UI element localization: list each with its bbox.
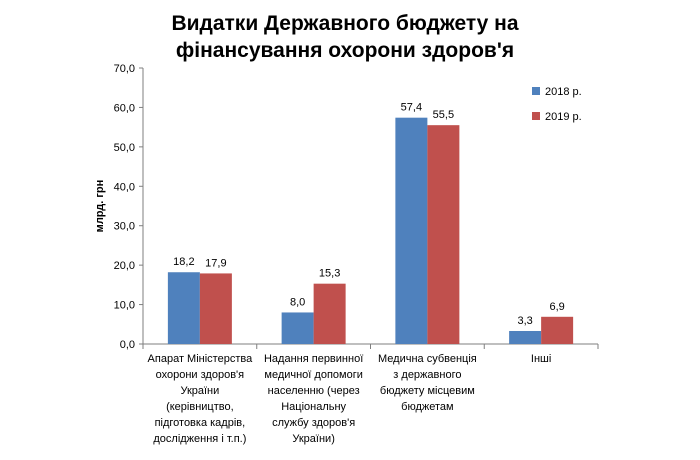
y-tick-label: 20,0 — [114, 260, 135, 272]
y-tick-label: 40,0 — [114, 181, 135, 193]
x-category-label-line: медичної допомоги — [264, 369, 362, 381]
plot-area: 0,0 10,0 20,0 30,0 40,0 50,0 60,0 70,0 18,2 8,0 57… — [114, 63, 599, 445]
x-category-label-line: охорони здоров'я — [156, 369, 245, 381]
x-category-label: Інші — [531, 353, 551, 365]
y-tick-label: 10,0 — [114, 300, 135, 312]
x-category-label-line: Надання первинної — [264, 353, 363, 365]
bar — [199, 273, 232, 344]
legend: 2018 р. 2019 р. — [532, 86, 582, 123]
legend-label: 2018 р. — [545, 86, 582, 98]
x-category-label-line: (керівництво, — [166, 401, 234, 413]
data-label: 55,5 — [433, 109, 454, 121]
chart-title-line-2: фінансування охорони здоров'я — [176, 39, 514, 62]
bar — [427, 125, 460, 345]
data-label: 57,4 — [401, 102, 422, 114]
chart-title-line-1: Видатки Державного бюджету на — [171, 12, 518, 35]
x-category-label: Апарат Міністерства охорони здоров'я Украї… — [148, 353, 254, 445]
y-tick-label: 0,0 — [120, 339, 135, 351]
data-label: 15,3 — [319, 268, 340, 280]
x-category-label-line: бюджету місцевим — [380, 385, 475, 397]
bar — [167, 272, 200, 344]
x-category-label-line: бюджетам — [401, 401, 453, 413]
y-tick-label: 30,0 — [114, 221, 135, 233]
y-tick-label: 60,0 — [114, 102, 135, 114]
x-category-label-line: України — [180, 385, 219, 397]
x-category-label: Надання первинної медичної допомоги населе… — [264, 353, 363, 445]
data-label: 3,3 — [517, 315, 532, 327]
x-category-label-line: населенню (через — [268, 385, 360, 397]
x-category-label-line: службу здоров'я — [272, 417, 355, 429]
legend-swatch — [532, 112, 540, 120]
x-category-label-line: Національну — [281, 401, 346, 413]
data-label: 6,9 — [549, 301, 564, 313]
bar — [313, 283, 346, 344]
y-tick-label: 50,0 — [114, 142, 135, 154]
legend-swatch — [532, 87, 540, 95]
bar — [395, 117, 428, 345]
bar — [281, 312, 314, 344]
y-axis-label: млрд. грн — [94, 180, 106, 233]
x-category-label-line: Апарат Міністерства — [148, 353, 254, 365]
bar — [541, 316, 574, 344]
x-category-label-line: Медична субвенція — [378, 353, 477, 365]
x-category-label-line: України) — [292, 433, 334, 445]
data-label: 18,2 — [173, 256, 194, 268]
x-category-label-line: з державного — [393, 369, 461, 381]
data-label: 17,9 — [205, 257, 226, 269]
x-category-label-line: дослідження і т.п.) — [153, 433, 246, 445]
x-category-label-line: Інші — [531, 353, 551, 365]
data-label: 8,0 — [290, 296, 305, 308]
bar — [509, 330, 542, 344]
x-category-label: Медична субвенція з державного бюджету міс… — [378, 353, 477, 413]
y-tick-label: 70,0 — [114, 63, 135, 75]
legend-label: 2019 р. — [545, 111, 582, 123]
x-category-label-line: підготовка кадрів, — [155, 417, 246, 429]
